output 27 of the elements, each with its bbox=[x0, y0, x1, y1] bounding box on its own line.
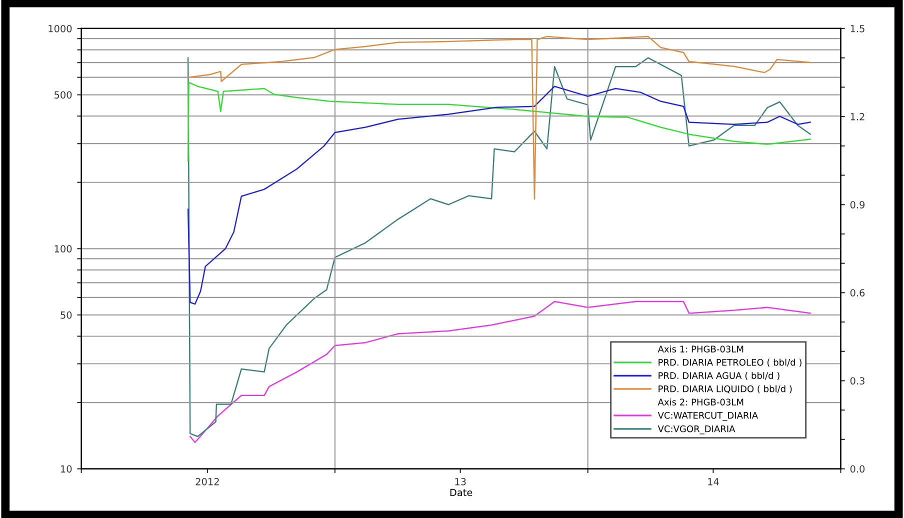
x-tick-label: 14 bbox=[708, 478, 719, 486]
y2-tick-label: 1.5 bbox=[850, 25, 864, 32]
line-series bbox=[187, 57, 811, 438]
y-tick-label: 100 bbox=[54, 245, 72, 252]
legend-label: VC:WATERCUT_DIARIA bbox=[658, 412, 758, 421]
y2-tick-label: 1.2 bbox=[850, 113, 864, 120]
legend-label: PRD. DIARIA AGUA ( bbl/d ) bbox=[658, 372, 780, 380]
legend-label: PRD. DIARIA PETROLEO ( bbl/d ) bbox=[658, 358, 802, 367]
y-tick-label: 50 bbox=[60, 311, 72, 319]
legend-label: VC:VGOR_DIARIA bbox=[658, 425, 736, 434]
legend-label: PRD. DIARIA LIQUIDO ( bbl/d ) bbox=[658, 385, 792, 394]
x-tick-label: 2012 bbox=[196, 478, 219, 486]
x-axis-title: Date bbox=[450, 488, 472, 496]
line-series bbox=[187, 82, 811, 162]
y-tick-label: 500 bbox=[54, 91, 72, 99]
y-tick-label: 1000 bbox=[48, 24, 72, 32]
y2-tick-label: 0.3 bbox=[850, 377, 864, 385]
line-series bbox=[187, 36, 811, 200]
annotation: Axis 2: PHGB-03LM bbox=[658, 398, 744, 406]
annotation: Axis 1: PHGB-03LM bbox=[658, 346, 744, 352]
y2-tick-label: 0.6 bbox=[850, 289, 865, 296]
y2-tick-label: 0.0 bbox=[850, 465, 865, 473]
y2-tick-label: 0.9 bbox=[850, 201, 865, 208]
x-tick-label: 13 bbox=[455, 478, 466, 486]
line-series bbox=[187, 86, 811, 305]
y-tick-label: 10 bbox=[61, 465, 72, 473]
line-series bbox=[190, 300, 811, 443]
